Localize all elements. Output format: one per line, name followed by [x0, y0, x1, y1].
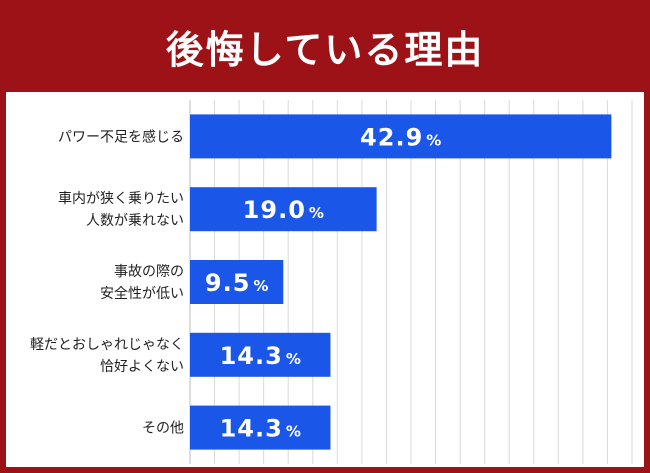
bar-1 [190, 187, 377, 232]
category-label-4-0: その他 [142, 421, 184, 437]
bar-chart: 42.9 %19.0 %9.5 %14.3 %14.3% パワー不足を感じる車内が狭く乗… [30, 100, 633, 464]
data-label-0: 42.9% [360, 123, 441, 151]
category-label-0-0: パワー不足を感じる [58, 128, 184, 145]
category-label-2-1: 安全性が低い [100, 285, 184, 302]
data-label-3: 14.3% [220, 342, 301, 370]
category-label-1-0: 車内が狭く乗りたい [58, 190, 184, 207]
grid-lines [214, 100, 633, 464]
bar-4 [190, 405, 331, 450]
data-label-value-3: 14.3 [220, 342, 283, 370]
data-label-2: 9.5% [205, 269, 269, 297]
data-label-unit-2: % [253, 277, 268, 295]
data-label-value-1: 19.0 [243, 196, 306, 224]
data-label-unit-1: % [309, 204, 324, 222]
category-label-3-1: 恰好よくない [100, 359, 184, 375]
data-label-value-0: 42.9 [360, 123, 423, 151]
data-label-4: 14.3% [220, 415, 301, 443]
category-label-2-0: 事故の際の [114, 264, 184, 280]
data-label-unit-0: % [426, 131, 441, 149]
data-label-unit-3: % [286, 350, 301, 368]
bar-0 [190, 114, 612, 159]
category-label-3-0: 軽だとおしゃれじゃなく [30, 337, 184, 353]
chart-title: 後悔している理由 [165, 27, 485, 72]
bars: 42.9 %19.0 %9.5 %14.3 %14.3% [190, 114, 612, 450]
bar-2 [190, 260, 284, 304]
data-label-value-2: 9.5 [205, 269, 251, 297]
data-label-1: 19.0% [243, 196, 324, 224]
category-labels: パワー不足を感じる車内が狭く乗りたい人数が乗れない事故の際の安全性が低い軽だとお… [30, 128, 184, 436]
chart-panel: 42.9% 19.0% 9.5% 14.3% 14.3% パワー不足を感じる 車内が狭く乗… [6, 92, 644, 467]
bar-3 [190, 332, 331, 377]
data-label-value-4: 14.3 [220, 415, 283, 443]
category-label-1-1: 人数が乗れない [86, 213, 184, 229]
data-label-unit-4: % [286, 423, 301, 441]
